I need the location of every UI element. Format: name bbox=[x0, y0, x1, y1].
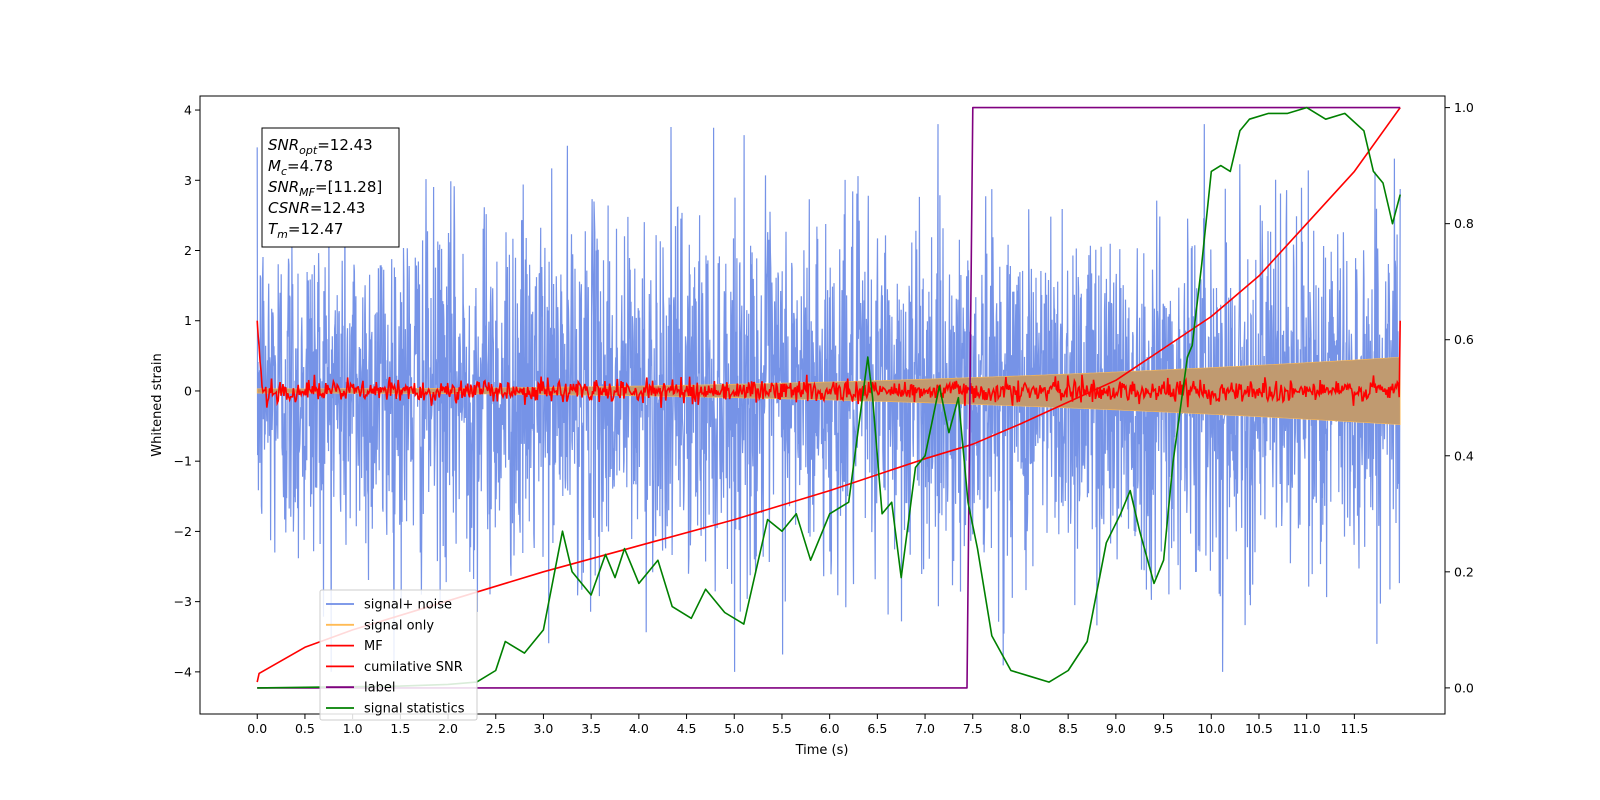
legend-item-label: label bbox=[326, 681, 395, 696]
x-tick-label: 0.5 bbox=[295, 721, 315, 736]
x-tick-label: 3.0 bbox=[534, 721, 554, 736]
y-tick-label: 1 bbox=[184, 313, 192, 328]
x-tick-label: 1.5 bbox=[390, 721, 410, 736]
y2-tick-label: 0.8 bbox=[1454, 216, 1474, 231]
y-axis-right: 1.0 0.8 0.6 0.4 0.2 0.0 bbox=[1445, 100, 1474, 695]
series-signal-noise bbox=[256, 124, 1401, 672]
x-tick-label: 7.0 bbox=[915, 721, 935, 736]
series-signal-statistics bbox=[257, 106, 1401, 689]
annotation-line: Mc=4.78 bbox=[268, 157, 333, 178]
y-axis-label: Whitened strain bbox=[150, 353, 165, 456]
x-tick-label: 8.0 bbox=[1011, 721, 1031, 736]
x-tick-label: 4.5 bbox=[677, 721, 697, 736]
x-tick-label: 1.0 bbox=[343, 721, 363, 736]
x-tick-label: 0.0 bbox=[247, 721, 267, 736]
y2-tick-label: 0.6 bbox=[1454, 332, 1474, 347]
legend-label: label bbox=[364, 681, 395, 696]
legend-item-mf: MF bbox=[326, 639, 383, 654]
y2-tick-label: 0.2 bbox=[1454, 564, 1474, 579]
plot-area bbox=[256, 106, 1401, 689]
x-tick-label: 5.5 bbox=[772, 721, 792, 736]
y-axis-left: 4 3 2 1 0 −1 −2 −3 −4 bbox=[174, 103, 200, 679]
x-tick-label: 8.5 bbox=[1058, 721, 1078, 736]
legend-item-signal-only: signal only bbox=[326, 618, 434, 633]
y-tick-label: −2 bbox=[174, 524, 192, 539]
legend-label: cumilative SNR bbox=[364, 660, 463, 675]
x-tick-label: 10.0 bbox=[1197, 721, 1225, 736]
y-tick-label: 0 bbox=[184, 383, 192, 398]
x-tick-label: 3.5 bbox=[581, 721, 601, 736]
y-tick-label: 3 bbox=[184, 173, 192, 188]
legend-label: signal only bbox=[364, 618, 434, 633]
legend-label: MF bbox=[364, 639, 383, 654]
legend-label: signal statistics bbox=[364, 702, 465, 717]
y-tick-label: 2 bbox=[184, 243, 192, 258]
annotation-line: SNRMF=[11.28] bbox=[268, 178, 382, 199]
legend-item-cumilative-snr: cumilative SNR bbox=[326, 660, 463, 675]
legend-frame bbox=[319, 589, 478, 721]
legend-item-signal-statistics: signal statistics bbox=[326, 702, 465, 717]
series-label bbox=[257, 106, 1401, 689]
annotation-frame bbox=[261, 127, 400, 248]
y-tick-label: −3 bbox=[174, 594, 192, 609]
annotation-box: SNRopt=12.43Mc=4.78SNRMF=[11.28]CSNR=12.… bbox=[261, 127, 400, 248]
legend-item-signal-noise: signal+ noise bbox=[326, 598, 452, 613]
x-tick-label: 11.5 bbox=[1340, 721, 1368, 736]
y2-tick-label: 1.0 bbox=[1454, 100, 1474, 115]
x-tick-label: 5.0 bbox=[724, 721, 744, 736]
axes-frame bbox=[199, 95, 1446, 715]
x-axis: 0.0 0.5 1.0 1.5 2.0 2.5 3.0 3.5 4.0 4.5 5.0 5.5 6.0 6… bbox=[247, 714, 1368, 736]
annotation-line: CSNR=12.43 bbox=[268, 199, 365, 217]
x-tick-label: 7.5 bbox=[963, 721, 983, 736]
annotation-line: SNRopt=12.43 bbox=[268, 136, 373, 157]
x-tick-label: 10.5 bbox=[1245, 721, 1273, 736]
y2-tick-label: 0.4 bbox=[1454, 448, 1474, 463]
x-axis-label: Time (s) bbox=[795, 743, 849, 758]
x-tick-label: 6.0 bbox=[820, 721, 840, 736]
y-tick-label: −1 bbox=[174, 454, 192, 469]
series-mf bbox=[256, 320, 1401, 408]
x-tick-label: 2.5 bbox=[486, 721, 506, 736]
x-tick-label: 11.0 bbox=[1293, 721, 1321, 736]
legend: signal+ noise signal only MF cumilative SNR… bbox=[319, 589, 478, 721]
x-tick-label: 6.5 bbox=[867, 721, 887, 736]
y-tick-label: −4 bbox=[174, 664, 192, 679]
x-tick-label: 2.0 bbox=[438, 721, 458, 736]
y-tick-label: 4 bbox=[184, 103, 192, 118]
y2-tick-label: 0.0 bbox=[1454, 680, 1474, 695]
annotation-line: Tm=12.47 bbox=[268, 220, 343, 241]
x-tick-label: 9.0 bbox=[1106, 721, 1126, 736]
x-tick-label: 4.0 bbox=[629, 721, 649, 736]
legend-label: signal+ noise bbox=[364, 598, 452, 613]
x-tick-label: 9.5 bbox=[1154, 721, 1174, 736]
